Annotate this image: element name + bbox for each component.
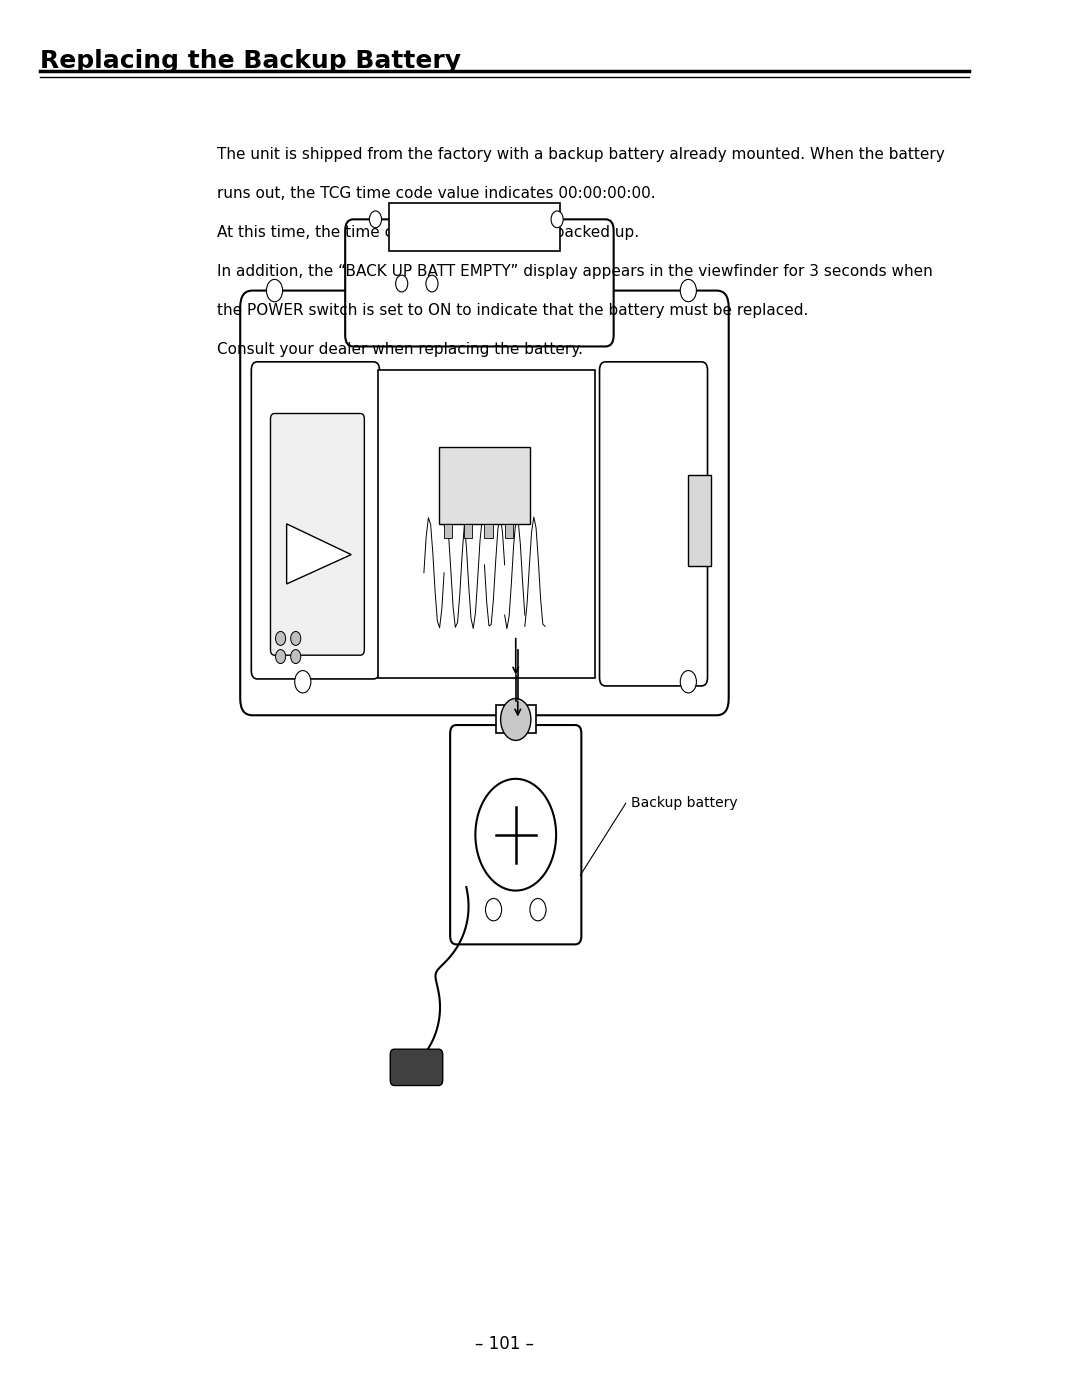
Text: Replacing the Backup Battery: Replacing the Backup Battery bbox=[40, 49, 461, 73]
Circle shape bbox=[275, 631, 285, 645]
Circle shape bbox=[267, 279, 283, 302]
Text: The unit is shipped from the factory with a backup battery already mounted. When: The unit is shipped from the factory wit… bbox=[217, 147, 945, 162]
Circle shape bbox=[426, 275, 438, 292]
Text: At this time, the time code value cannot be backed up.: At this time, the time code value cannot… bbox=[217, 225, 639, 240]
Circle shape bbox=[295, 671, 311, 693]
Circle shape bbox=[486, 898, 501, 921]
Bar bbox=[504, 524, 513, 538]
Circle shape bbox=[475, 780, 556, 891]
Bar bbox=[444, 524, 453, 538]
Text: In addition, the “BACK UP BATT EMPTY” display appears in the viewfinder for 3 se: In addition, the “BACK UP BATT EMPTY” di… bbox=[217, 264, 933, 279]
Text: Backup battery: Backup battery bbox=[631, 796, 738, 810]
FancyBboxPatch shape bbox=[346, 219, 613, 346]
Bar bbox=[464, 524, 472, 538]
Text: Consult your dealer when replacing the battery.: Consult your dealer when replacing the b… bbox=[217, 342, 583, 358]
Circle shape bbox=[501, 698, 531, 740]
Polygon shape bbox=[286, 524, 351, 584]
Circle shape bbox=[680, 671, 697, 693]
FancyBboxPatch shape bbox=[240, 291, 729, 715]
FancyBboxPatch shape bbox=[270, 414, 364, 655]
Circle shape bbox=[291, 650, 300, 664]
FancyBboxPatch shape bbox=[390, 1049, 443, 1085]
Circle shape bbox=[369, 211, 381, 228]
Circle shape bbox=[551, 211, 563, 228]
Circle shape bbox=[680, 279, 697, 302]
Bar bbox=[485, 524, 492, 538]
Bar bbox=[378, 370, 595, 678]
Circle shape bbox=[275, 650, 285, 664]
Bar bbox=[496, 705, 536, 733]
Text: runs out, the TCG time code value indicates 00:00:00:00.: runs out, the TCG time code value indica… bbox=[217, 186, 656, 201]
Bar bbox=[389, 203, 561, 251]
FancyBboxPatch shape bbox=[450, 725, 581, 944]
FancyBboxPatch shape bbox=[252, 362, 379, 679]
Bar bbox=[440, 447, 530, 524]
FancyBboxPatch shape bbox=[599, 362, 707, 686]
Text: – 101 –: – 101 – bbox=[475, 1336, 535, 1352]
Text: the POWER switch is set to ON to indicate that the battery must be replaced.: the POWER switch is set to ON to indicat… bbox=[217, 303, 808, 319]
Circle shape bbox=[530, 898, 546, 921]
Circle shape bbox=[291, 631, 300, 645]
Bar bbox=[688, 475, 711, 566]
Circle shape bbox=[395, 275, 408, 292]
